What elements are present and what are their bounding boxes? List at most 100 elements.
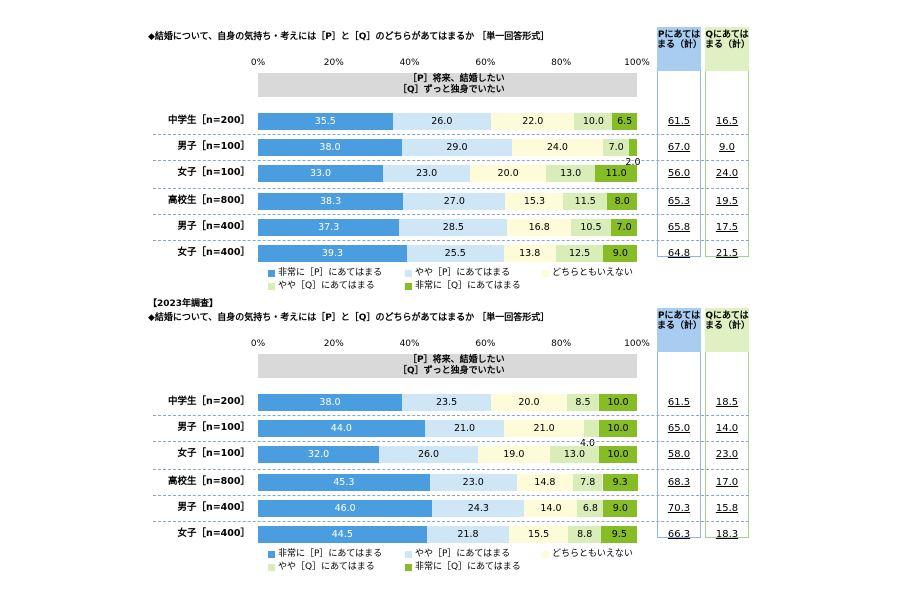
bar-segment: 9.3 bbox=[602, 474, 638, 491]
data-label: 14.0 bbox=[540, 503, 562, 514]
data-label: 11.5 bbox=[574, 196, 596, 207]
data-label: 10.0 bbox=[607, 423, 629, 434]
data-label: 10.0 bbox=[582, 116, 604, 127]
bar-segment: 14.0 bbox=[524, 500, 578, 517]
bar-segment: 20.0 bbox=[470, 165, 547, 182]
bar-segment: 29.0 bbox=[402, 139, 512, 156]
q-total-value: 16.5 bbox=[715, 116, 739, 127]
legend-swatch bbox=[405, 551, 412, 558]
bar-segment: 10.0 bbox=[599, 446, 637, 463]
data-label: 20.0 bbox=[497, 168, 519, 179]
row-label: 高校生［n=800］ bbox=[167, 195, 250, 206]
legend-swatch bbox=[268, 270, 275, 277]
bar-segment: 11.0 bbox=[595, 165, 637, 182]
bar-segment: 24.3 bbox=[432, 500, 525, 517]
bar-segment: 23.5 bbox=[402, 394, 492, 411]
data-label: 6.5 bbox=[617, 116, 633, 127]
row-separator bbox=[153, 214, 749, 215]
legend-label: やや［P］にあてはまる bbox=[415, 549, 511, 559]
data-label: 13.0 bbox=[563, 449, 586, 460]
bar-segment: 21.0 bbox=[424, 420, 505, 437]
data-label: 10.0 bbox=[607, 449, 629, 460]
data-label: 25.5 bbox=[444, 248, 466, 259]
bar-segment: 4.0 bbox=[580, 420, 600, 449]
bar-segment: 7.0 bbox=[610, 219, 638, 236]
bar-segment: 10.5 bbox=[571, 219, 611, 236]
data-label: 9.5 bbox=[611, 529, 627, 540]
bar-segment: 21.0 bbox=[504, 420, 584, 437]
x-tick-label: 20% bbox=[323, 339, 344, 349]
p-total-header: Pにあてはまる（計） bbox=[657, 27, 702, 71]
data-label: 15.3 bbox=[523, 196, 546, 207]
legend-swatch bbox=[542, 270, 549, 277]
legend-label: どちらともいえない bbox=[552, 549, 633, 559]
bar-segment: 37.3 bbox=[258, 219, 400, 236]
bar-segment: 35.5 bbox=[258, 113, 393, 130]
row-label: 高校生［n=800］ bbox=[167, 476, 250, 487]
chart-title: ◆結婚について、自身の気持ち・考えには［P］と［Q］のどちらがあてはまるか ［単… bbox=[148, 313, 550, 323]
legend-swatch bbox=[268, 283, 275, 290]
data-label: 24.0 bbox=[546, 142, 568, 153]
bar-segment: 20.0 bbox=[491, 394, 567, 411]
x-tick-label: 100% bbox=[624, 339, 650, 349]
data-label: 8.0 bbox=[614, 196, 630, 207]
data-label: 23.0 bbox=[416, 168, 438, 179]
p-total-value: 67.0 bbox=[667, 142, 691, 153]
row-label: 女子［n=100］ bbox=[177, 167, 250, 178]
bar-segment: 27.0 bbox=[403, 193, 506, 210]
bar-segment: 45.3 bbox=[258, 474, 430, 491]
row-separator bbox=[153, 188, 749, 189]
row-label: 女子［n=400］ bbox=[177, 247, 250, 258]
data-label: 8.8 bbox=[577, 529, 593, 540]
bar-segment: 23.0 bbox=[383, 165, 471, 182]
data-label: 45.3 bbox=[333, 477, 355, 488]
data-label: 46.0 bbox=[334, 503, 356, 514]
p-total-value: 61.5 bbox=[667, 116, 691, 127]
bar-segment: 11.5 bbox=[563, 193, 608, 210]
data-label: 9.0 bbox=[612, 248, 628, 259]
q-total-value: 15.8 bbox=[715, 503, 739, 514]
bar-segment: 13.0 bbox=[549, 446, 600, 463]
bar-segment: 21.8 bbox=[426, 526, 510, 543]
legend-label: 非常に［Q］にあてはまる bbox=[415, 281, 521, 291]
p-total-value: 68.3 bbox=[667, 477, 691, 488]
q-total-value: 17.5 bbox=[715, 222, 739, 233]
row-label: 男子［n=400］ bbox=[177, 221, 250, 232]
legend-swatch bbox=[405, 270, 412, 277]
data-label: 26.0 bbox=[417, 449, 440, 460]
q-total-value: 23.0 bbox=[715, 449, 739, 460]
chart-title: ◆結婚について、自身の気持ち・考えには［P］と［Q］のどちらがあてはまるか ［単… bbox=[148, 32, 550, 42]
row-label: 男子［n=100］ bbox=[177, 141, 250, 152]
x-tick-label: 100% bbox=[624, 58, 650, 68]
statement-band: ［P］将来、結婚したい ［Q］ずっと独身でいたい bbox=[258, 354, 637, 378]
data-label: 33.0 bbox=[309, 168, 332, 179]
bar-segment: 7.0 bbox=[602, 139, 630, 156]
data-label: 22.0 bbox=[522, 116, 544, 127]
bar-segment: 13.0 bbox=[546, 165, 596, 182]
q-total-value: 9.0 bbox=[719, 142, 735, 153]
bar-segment: 8.0 bbox=[607, 193, 638, 210]
data-label: 21.0 bbox=[453, 423, 476, 434]
statement-p: ［P］将来、結婚したい bbox=[408, 355, 505, 365]
data-label: 11.0 bbox=[605, 168, 627, 179]
data-label: 44.0 bbox=[330, 423, 352, 434]
data-label: 21.0 bbox=[533, 423, 555, 434]
data-label: 12.5 bbox=[569, 248, 591, 259]
q-total-header: Qにあてはまる（計） bbox=[705, 27, 750, 71]
data-label: 35.5 bbox=[314, 116, 336, 127]
x-tick-label: 60% bbox=[475, 58, 496, 68]
bar-segment: 33.0 bbox=[258, 165, 384, 182]
bar-segment: 8.8 bbox=[568, 526, 602, 543]
data-label: 19.0 bbox=[503, 449, 525, 460]
p-total-value: 58.0 bbox=[667, 449, 691, 460]
data-label: 6.8 bbox=[582, 503, 598, 514]
data-label: 7.0 bbox=[616, 222, 632, 233]
x-tick-label: 0% bbox=[250, 58, 266, 68]
statement-band: ［P］将来、結婚したい ［Q］ずっと独身でいたい bbox=[258, 73, 637, 97]
x-tick-label: 20% bbox=[323, 58, 344, 68]
legend-label: どちらともいえない bbox=[552, 268, 633, 278]
data-label: 2.0 bbox=[625, 157, 641, 168]
data-label: 44.5 bbox=[331, 529, 353, 540]
p-total-value: 70.3 bbox=[667, 503, 691, 514]
legend-swatch bbox=[542, 551, 549, 558]
